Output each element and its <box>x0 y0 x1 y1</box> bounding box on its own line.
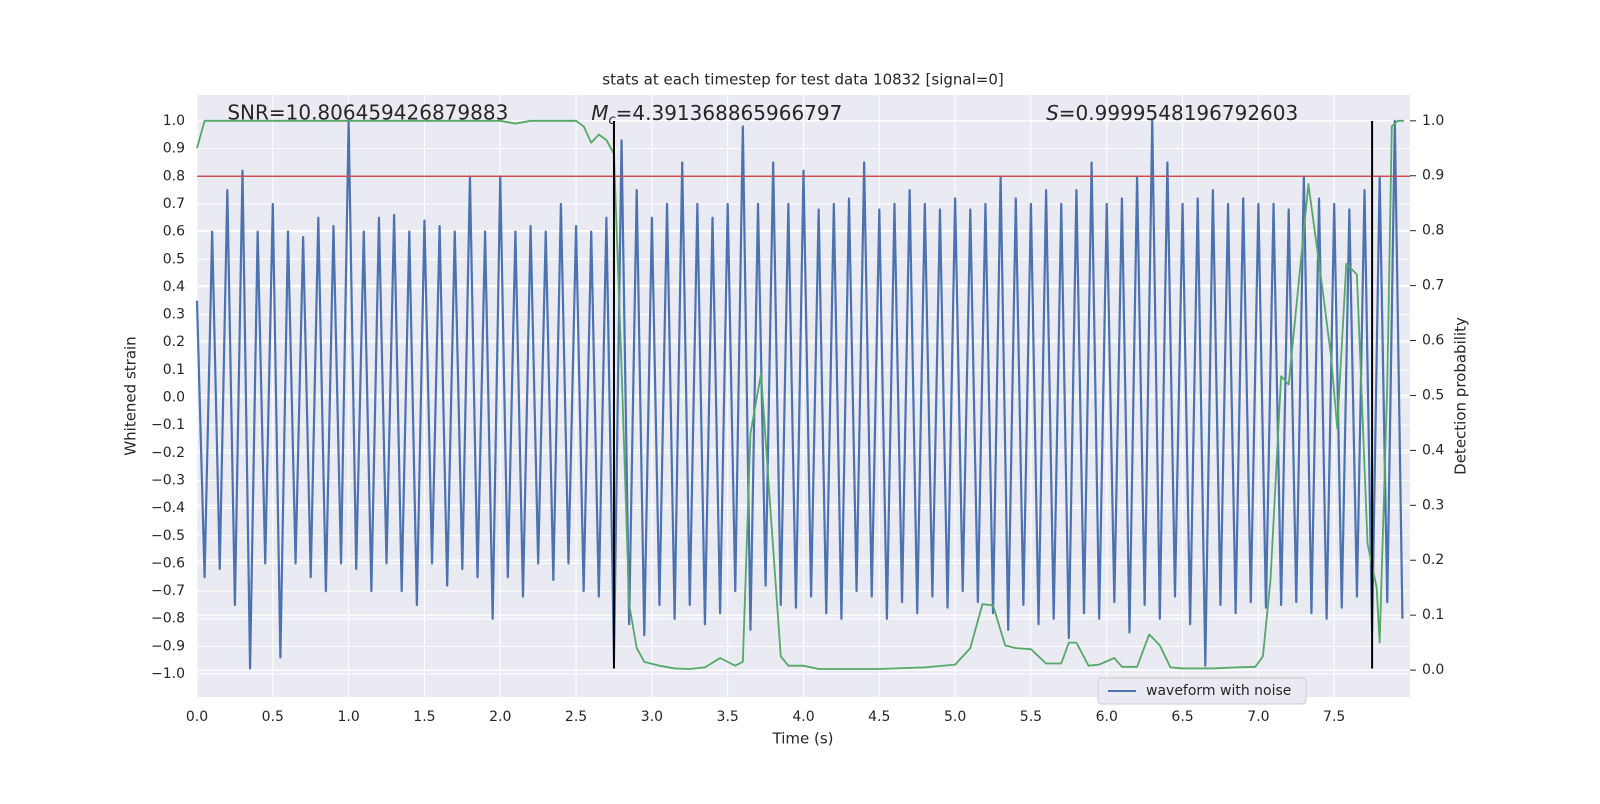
y-tick-label: −0.4 <box>151 500 185 516</box>
annotation-subscript: c <box>608 113 615 128</box>
x-axis-label: Time (s) <box>772 730 834 748</box>
x-tick-label: 2.5 <box>565 709 587 725</box>
annotation-symbol: S <box>1046 101 1059 125</box>
y-tick-label: −0.7 <box>151 583 185 599</box>
annotation: SNR=10.806459426879883 <box>227 101 508 125</box>
y-tick-label: −0.5 <box>151 528 185 544</box>
x-tick-label: 5.0 <box>944 709 966 725</box>
legend: waveform with noise <box>1097 677 1307 705</box>
y2-tick-label: 0.2 <box>1422 552 1444 568</box>
x-tick-label: 4.0 <box>792 709 814 725</box>
x-tick-label: 1.5 <box>413 709 435 725</box>
x-tick-label: 2.0 <box>489 709 511 725</box>
x-tick-label: 7.5 <box>1323 709 1345 725</box>
y-tick-label: 0.2 <box>163 334 185 350</box>
y-tick-label: −0.1 <box>151 417 185 433</box>
y2-tick-label: 0.4 <box>1422 442 1444 458</box>
annotation: S=0.9999548196792603 <box>1046 101 1298 125</box>
annotation-text: =0.9999548196792603 <box>1059 101 1298 125</box>
y-tick-label: 0.5 <box>163 251 185 267</box>
y-tick-label: −0.6 <box>151 555 185 571</box>
annotation: Mc=4.391368865966797 <box>591 101 842 128</box>
x-tick-label: 3.0 <box>641 709 663 725</box>
x-tick-label: 5.5 <box>1020 709 1042 725</box>
y-tick-label: 0.0 <box>163 390 185 406</box>
y-tick-label: 0.3 <box>163 307 185 323</box>
y-tick-label: −0.2 <box>151 445 185 461</box>
y-tick-label: −0.8 <box>151 611 185 627</box>
y2-tick-label: 0.8 <box>1422 223 1444 239</box>
y2-tick-label: 0.3 <box>1422 497 1444 513</box>
marks <box>195 119 1410 670</box>
x-tick-label: 6.0 <box>1096 709 1118 725</box>
annotations: SNR=10.806459426879883 Mc=4.391368865966… <box>227 101 1298 128</box>
y-tick-label: 0.7 <box>163 196 185 212</box>
y-tick-label: 0.4 <box>163 279 185 295</box>
legend-label: waveform with noise <box>1146 683 1291 699</box>
y-tick-label: 0.6 <box>163 224 185 240</box>
x-tick-label: 4.5 <box>868 709 890 725</box>
waveform-line <box>195 119 1404 670</box>
y-tick-label: −1.0 <box>151 666 185 682</box>
x-tick-label: 1.0 <box>337 709 359 725</box>
x-tick-label: 7.0 <box>1247 709 1269 725</box>
y-tick-label: −0.9 <box>151 638 185 654</box>
legend-box <box>1097 677 1307 705</box>
y2-tick-label: 0.1 <box>1422 607 1444 623</box>
x-tick-label: 6.5 <box>1171 709 1193 725</box>
x-tick-label: 0.5 <box>262 709 284 725</box>
y-axis-label: Whitened strain <box>122 336 140 455</box>
probability-line <box>196 119 1404 670</box>
annotation-text: =4.391368865966797 <box>616 101 843 125</box>
x-tick-label: 3.5 <box>717 709 739 725</box>
chart-title: stats at each timestep for test data 108… <box>602 71 1003 89</box>
y-tick-label: −0.3 <box>151 472 185 488</box>
y-tick-label: 0.8 <box>163 168 185 184</box>
y2-tick-label: 0.9 <box>1422 168 1444 184</box>
y-tick-label: 1.0 <box>163 113 185 129</box>
y2-tick-label: 1.0 <box>1422 113 1444 129</box>
y2-tick-label: 0.6 <box>1422 333 1444 349</box>
y2-axis-label: Detection probability <box>1452 317 1470 475</box>
x-tick-label: 0.0 <box>186 709 208 725</box>
annotation-symbol: M <box>591 101 608 125</box>
y-tick-label: 0.9 <box>163 141 185 157</box>
y2-tick-label: 0.5 <box>1422 387 1444 403</box>
y2-tick-label: 0.0 <box>1422 662 1444 678</box>
y2-tick-label: 0.7 <box>1422 278 1444 294</box>
y-tick-label: 0.1 <box>163 362 185 378</box>
